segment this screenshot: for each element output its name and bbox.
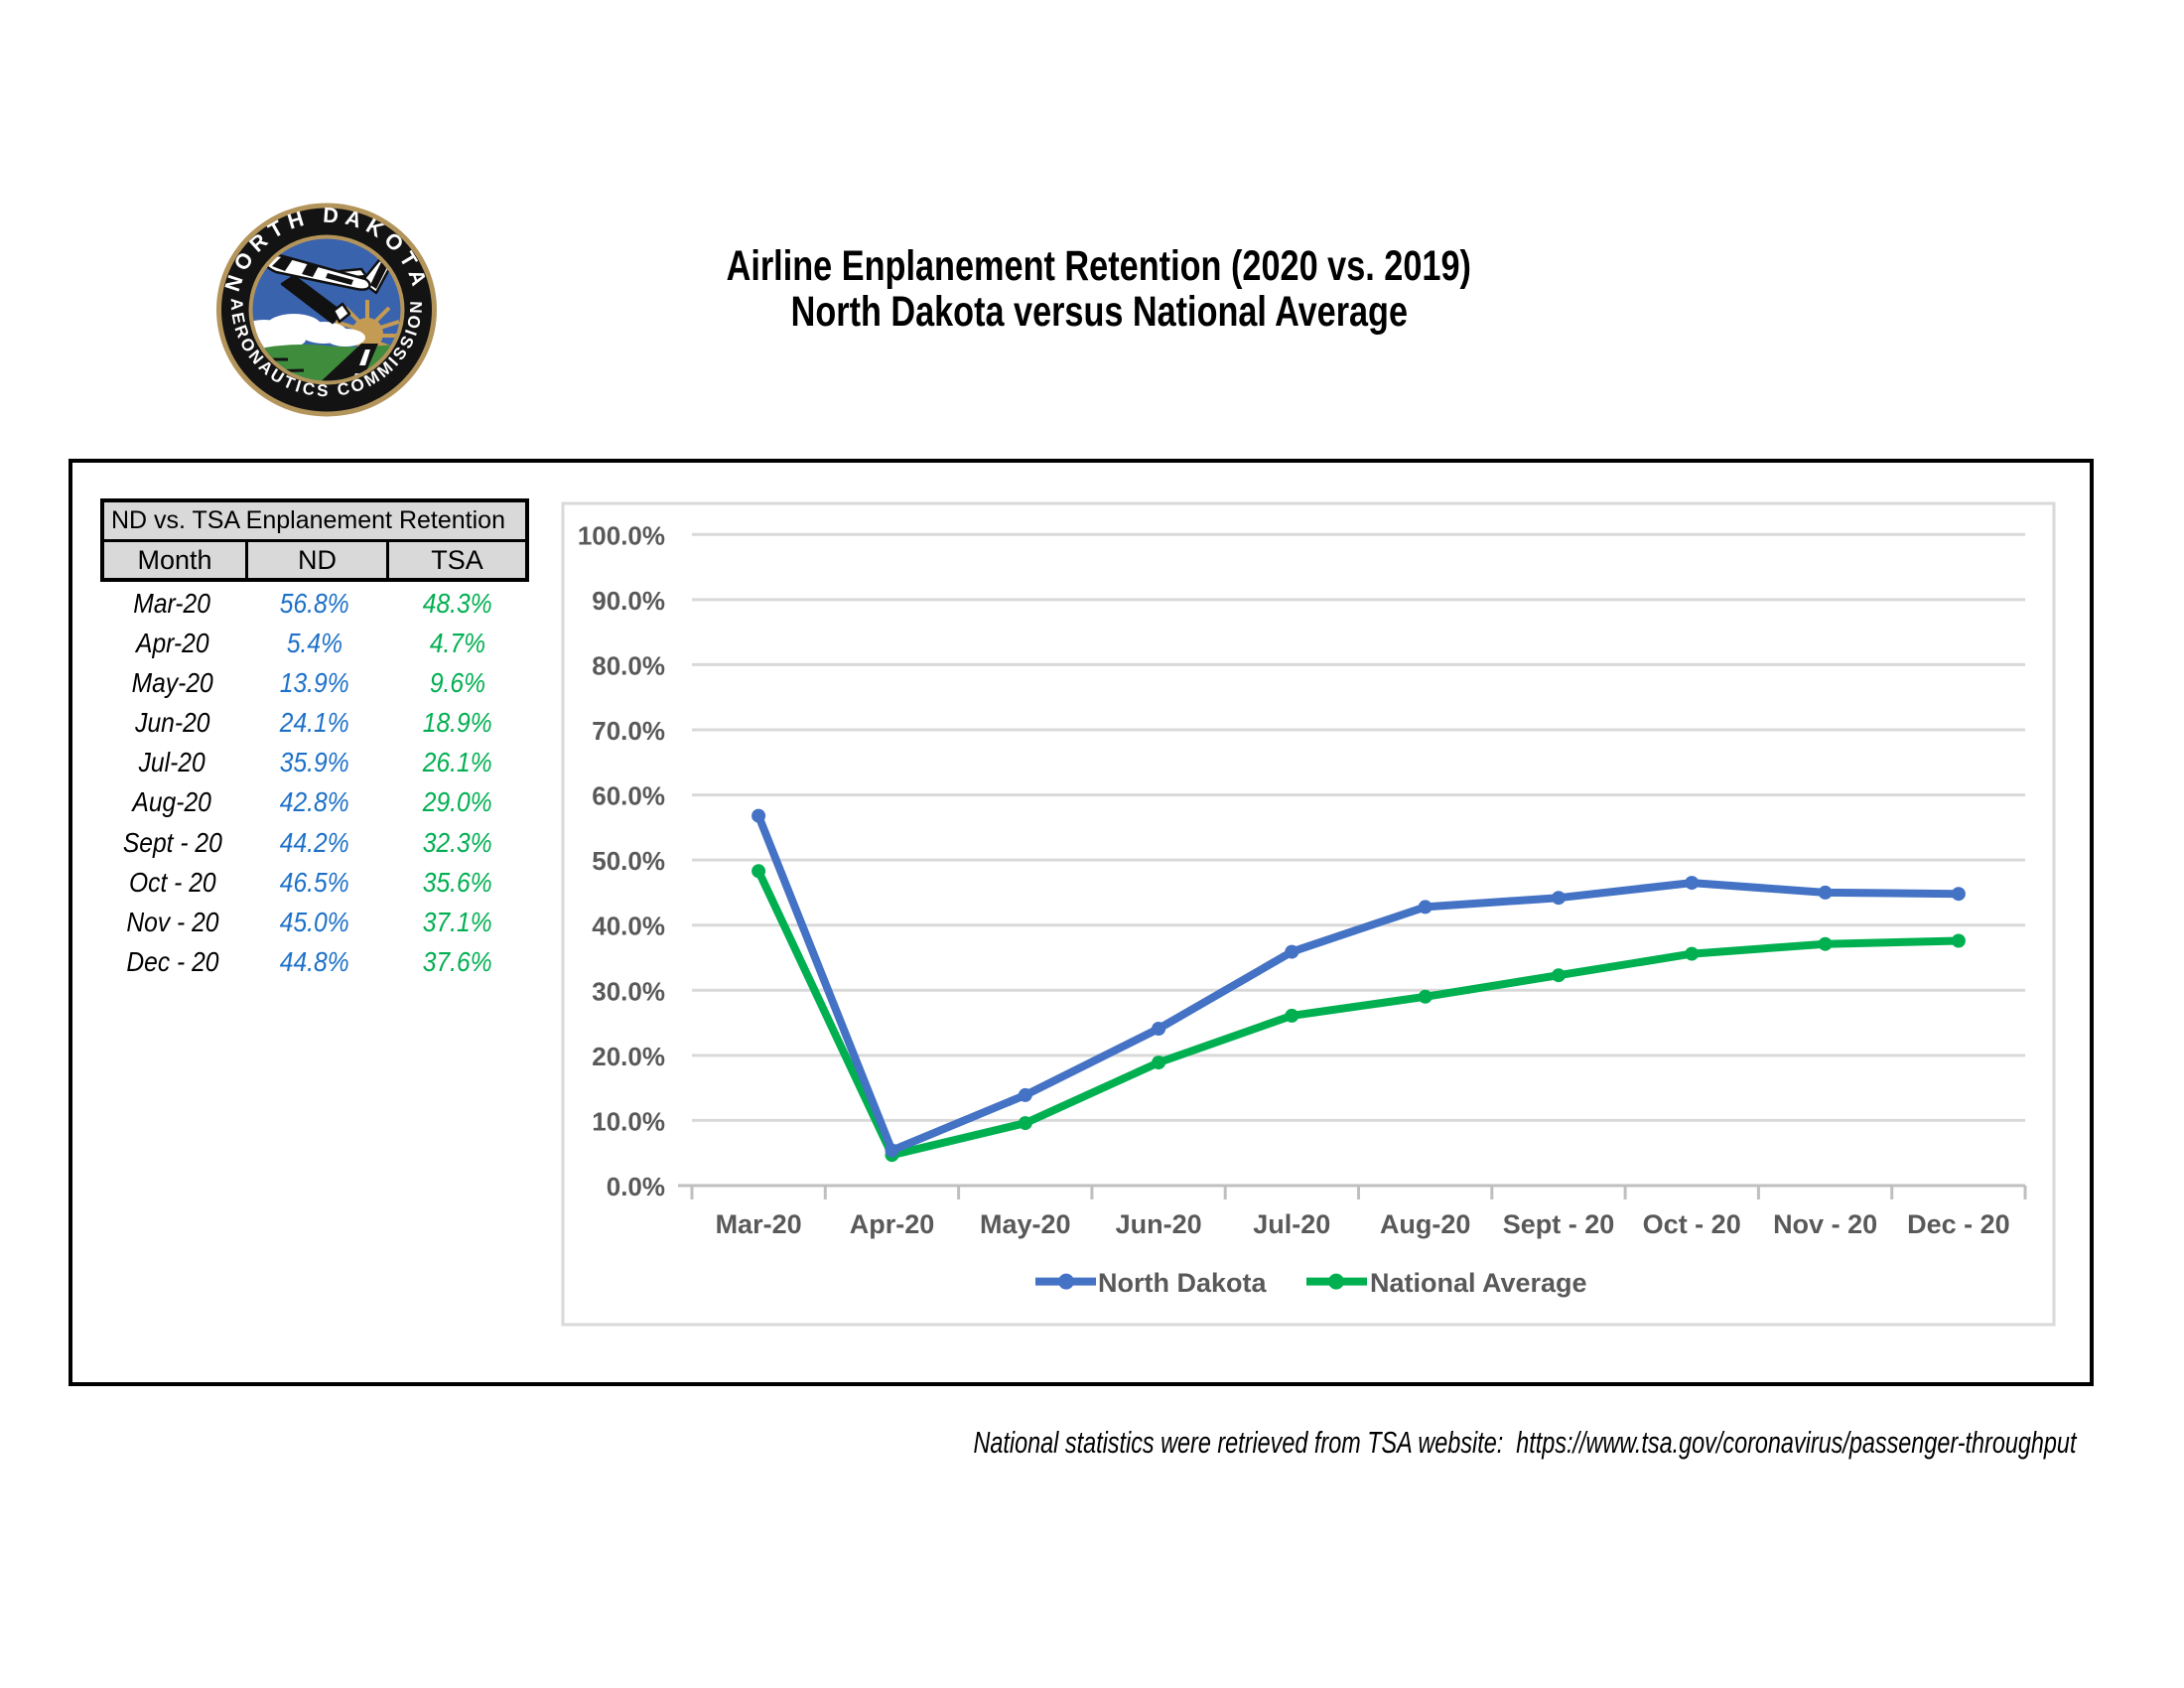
svg-text:100.0%: 100.0% — [578, 520, 665, 550]
svg-text:80.0%: 80.0% — [592, 650, 665, 680]
svg-text:70.0%: 70.0% — [592, 716, 665, 746]
svg-text:Dec - 20: Dec - 20 — [1907, 1209, 2010, 1239]
svg-text:0.0%: 0.0% — [607, 1172, 665, 1201]
svg-text:20.0%: 20.0% — [592, 1042, 665, 1071]
svg-text:May-20: May-20 — [980, 1209, 1071, 1239]
svg-text:90.0%: 90.0% — [592, 586, 665, 616]
svg-text:Sept - 20: Sept - 20 — [1503, 1209, 1615, 1239]
svg-text:30.0%: 30.0% — [592, 976, 665, 1006]
svg-text:Jun-20: Jun-20 — [1116, 1209, 1202, 1239]
svg-text:Aug-20: Aug-20 — [1380, 1209, 1471, 1239]
svg-text:Apr-20: Apr-20 — [850, 1209, 935, 1239]
svg-text:10.0%: 10.0% — [592, 1106, 665, 1136]
svg-text:50.0%: 50.0% — [592, 846, 665, 876]
svg-text:40.0%: 40.0% — [592, 912, 665, 941]
svg-text:Nov - 20: Nov - 20 — [1773, 1209, 1877, 1239]
svg-text:Oct - 20: Oct - 20 — [1643, 1209, 1741, 1239]
svg-text:North Dakota: North Dakota — [1098, 1268, 1267, 1298]
svg-text:60.0%: 60.0% — [592, 781, 665, 811]
svg-text:National Average: National Average — [1370, 1268, 1587, 1298]
svg-text:Jul-20: Jul-20 — [1253, 1209, 1330, 1239]
svg-text:Mar-20: Mar-20 — [716, 1209, 802, 1239]
